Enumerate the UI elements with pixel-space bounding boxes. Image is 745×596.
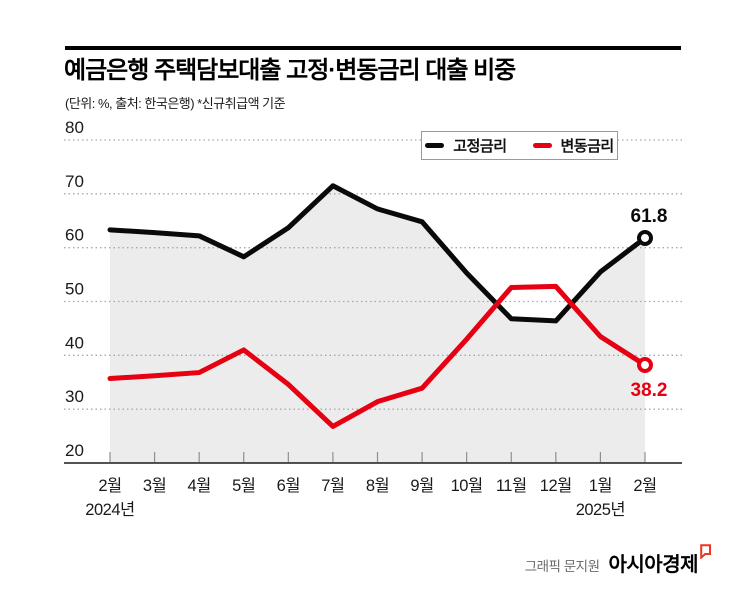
x-tick-label: 12월 — [540, 476, 572, 495]
legend: 고정금리 변동금리 — [421, 131, 618, 160]
y-tick-label: 50 — [65, 280, 84, 299]
x-tick-label: 6월 — [277, 476, 300, 495]
series-line-고정금리 — [107, 183, 648, 324]
x-tick-label: 2월 — [98, 476, 121, 495]
brand-logo-text: 아시아경제 — [608, 554, 699, 576]
end-value-label-변동금리: 38.2 — [631, 380, 668, 401]
end-marker-변동금리 — [636, 357, 653, 374]
y-tick-label: 80 — [65, 118, 84, 137]
x-tick-label: 2월 — [633, 476, 656, 495]
end-value-label-고정금리: 61.8 — [631, 206, 668, 227]
x-tick-label: 4월 — [187, 476, 210, 495]
x-tick-label: 7월 — [321, 476, 344, 495]
x-tick-label: 10월 — [451, 476, 483, 495]
x-tick-label: 11월 — [496, 476, 527, 495]
x-year-label: 2024년 — [85, 500, 134, 519]
x-tick-label: 5월 — [232, 476, 255, 495]
legend-item-variable: 변동금리 — [532, 135, 615, 156]
x-tick-label: 8월 — [366, 476, 389, 495]
top-rule — [65, 46, 681, 50]
fixed-line-swatch — [425, 143, 445, 148]
series-line-변동금리 — [107, 283, 648, 429]
x-year-label: 2025년 — [576, 500, 625, 519]
chart-subtitle: (단위: %, 출처: 한국은행) *신규취급액 기준 — [65, 96, 286, 111]
legend-label-fixed: 고정금리 — [453, 138, 507, 155]
y-tick-label: 40 — [65, 333, 84, 352]
y-tick-label: 60 — [65, 226, 84, 245]
footer-credit: 그래픽 문지원 아시아경제 — [524, 544, 713, 577]
y-tick-label: 30 — [65, 387, 84, 406]
page-title: 예금은행 주택담보대출 고정·변동금리 대출 비중 — [64, 57, 516, 84]
x-tick-label: 3월 — [143, 476, 166, 495]
y-tick-label: 20 — [65, 441, 84, 460]
y-tick-label: 70 — [65, 172, 84, 191]
x-tick-label: 1월 — [589, 476, 612, 495]
graphic-credit: 그래픽 문지원 — [524, 559, 600, 574]
speech-bubble-icon — [700, 544, 711, 559]
legend-label-variable: 변동금리 — [560, 138, 615, 155]
x-tick-label: 9월 — [410, 476, 433, 495]
brand-logo: 아시아경제 — [608, 544, 713, 577]
legend-item-fixed: 고정금리 — [425, 135, 507, 156]
variable-line-swatch — [532, 143, 552, 148]
end-marker-고정금리 — [636, 229, 653, 246]
area-fill-고정금리 — [110, 185, 645, 463]
